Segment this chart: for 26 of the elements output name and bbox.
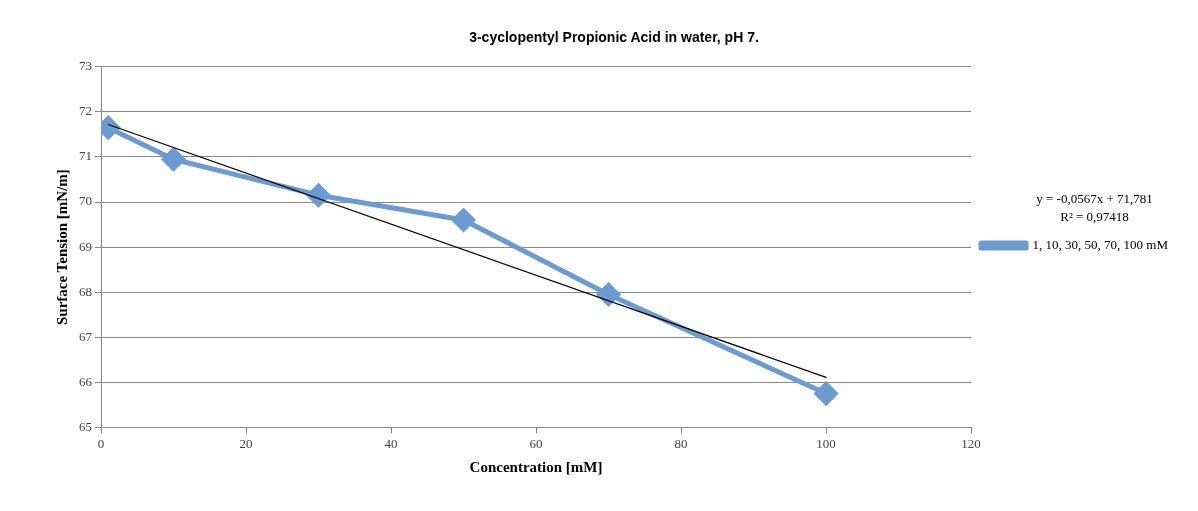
legend-label: 1, 10, 30, 50, 70, 100 mM [1032, 236, 1169, 252]
y-tick-label: 66 [79, 373, 93, 389]
y-tick-label: 72 [79, 103, 92, 119]
x-tick-label: 20 [239, 435, 253, 451]
y-tick-label: 69 [79, 238, 92, 254]
y-tick-label: 70 [79, 193, 92, 209]
y-tick-label: 67 [79, 328, 93, 344]
x-tick-label: 0 [97, 435, 105, 451]
y-tick-label: 68 [79, 283, 92, 299]
y-tick-label: 71 [79, 148, 92, 164]
x-tick-label: 40 [384, 435, 398, 451]
x-tick-label: 120 [961, 435, 981, 451]
point [814, 382, 838, 406]
x-tick-label: 60 [529, 435, 543, 451]
point [162, 147, 186, 171]
point [452, 208, 476, 232]
chart-title: 3-cyclopentyl Propionic Acid in water, pH 7. [469, 29, 759, 46]
y-tick-label: 73 [79, 58, 92, 74]
text: R² = 0,97418 [1060, 209, 1129, 225]
y-axis-title: Surface Tension [mN/m] [53, 169, 70, 326]
text: y = -0,0567x + 71,781 [1036, 191, 1153, 207]
x-tick-label: 100 [816, 435, 836, 451]
y-tick-label: 65 [79, 418, 92, 434]
point [597, 282, 621, 306]
x-tick-label: 80 [674, 435, 688, 451]
x-axis-title: Concentration [mM] [469, 458, 603, 475]
